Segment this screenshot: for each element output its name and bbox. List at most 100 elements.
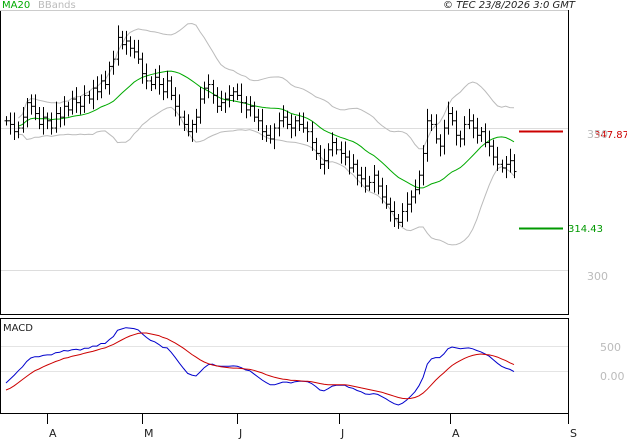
price-bar [219, 90, 224, 112]
macd-path [5, 327, 515, 406]
month-label: J [340, 427, 344, 440]
price-bar [177, 94, 182, 126]
price-bar [479, 126, 484, 142]
ma20-line [18, 70, 515, 189]
price-bar [95, 76, 100, 101]
price-bar [434, 114, 439, 144]
price-bar [305, 121, 310, 142]
price-bar [206, 74, 211, 99]
support-label: 314.43 [568, 224, 603, 235]
price-bar [37, 107, 42, 130]
macd-panel-frame [0, 318, 569, 414]
month-label: J [238, 427, 242, 440]
price-bar [41, 107, 46, 135]
price-bar [82, 85, 87, 113]
price-bar [78, 96, 83, 115]
price-bar [384, 184, 389, 209]
price-tick-350: 350 [587, 128, 608, 141]
price-bar [211, 79, 216, 104]
price-bar [58, 107, 63, 128]
price-bar [190, 119, 195, 142]
price-bar [202, 81, 207, 104]
price-bar [182, 110, 187, 131]
price-bar [132, 39, 137, 59]
price-bar [405, 192, 410, 222]
price-bar [326, 143, 331, 170]
macd-tick-500: 500 [600, 341, 621, 354]
price-bar [8, 112, 13, 135]
price-bar [359, 166, 364, 188]
price-bar [149, 76, 154, 92]
price-bar [66, 101, 71, 117]
price-bar [169, 76, 174, 101]
price-bar [173, 87, 178, 117]
price-bar [289, 114, 294, 139]
price-bar [239, 83, 244, 113]
macd-signal-line [5, 332, 515, 400]
price-bar [91, 79, 96, 110]
price-bar [388, 197, 393, 222]
price-bar [223, 92, 228, 113]
price-bar [260, 108, 265, 141]
price-bar [16, 121, 21, 139]
price-bar [99, 74, 104, 99]
price-bar [285, 110, 290, 130]
price-bar [128, 36, 133, 57]
price-bar [215, 87, 220, 113]
price-bar [256, 108, 261, 131]
month-label: M [144, 427, 154, 440]
price-bar [29, 94, 34, 115]
price-bar [409, 190, 414, 213]
price-bar [334, 137, 339, 155]
price-bar [297, 112, 302, 131]
price-bar [483, 123, 488, 148]
price-bar [62, 96, 67, 126]
bbands-legend: BBands [38, 0, 76, 11]
price-bar [70, 90, 75, 115]
price-bar [227, 85, 232, 108]
price-bar [264, 125, 269, 142]
price-bar [157, 65, 162, 95]
price-bars [4, 25, 517, 229]
resistance-label: 347.87 [594, 130, 627, 141]
price-bar [12, 112, 17, 141]
ma20-path [18, 70, 515, 189]
price-bar [144, 63, 149, 90]
macd-title: MACD [3, 323, 33, 334]
price-bar [454, 110, 459, 146]
price-bar [161, 78, 166, 101]
month-label: A [452, 427, 460, 440]
price-bar [194, 108, 199, 133]
price-bar [339, 141, 344, 164]
ma20-legend: MA20 [2, 0, 30, 11]
price-bar [281, 105, 286, 128]
price-bar [491, 139, 496, 166]
price-bar [417, 170, 422, 195]
price-bar [165, 70, 170, 99]
price-bar [277, 112, 282, 137]
price-bar [87, 90, 92, 104]
macd-tick-0: 0.00 [600, 370, 625, 383]
price-bar [54, 101, 59, 133]
price-bar [103, 70, 108, 90]
price-bar [500, 159, 505, 173]
price-bar [231, 87, 236, 102]
price-bar [244, 96, 249, 119]
price-bar [425, 108, 430, 162]
price-bar [21, 107, 26, 133]
price-bar [458, 130, 463, 148]
price-bar [467, 108, 472, 130]
price-bar [380, 177, 385, 204]
price-bar [504, 155, 509, 179]
month-label: S [570, 427, 577, 440]
price-bar [74, 87, 79, 113]
price-bar [421, 145, 426, 186]
macd-line [5, 327, 515, 406]
price-bar [124, 30, 129, 55]
price-bar [400, 203, 405, 228]
price-bar [462, 116, 467, 146]
price-bar [318, 145, 323, 170]
price-bar [314, 137, 319, 160]
price-bar [4, 116, 9, 126]
